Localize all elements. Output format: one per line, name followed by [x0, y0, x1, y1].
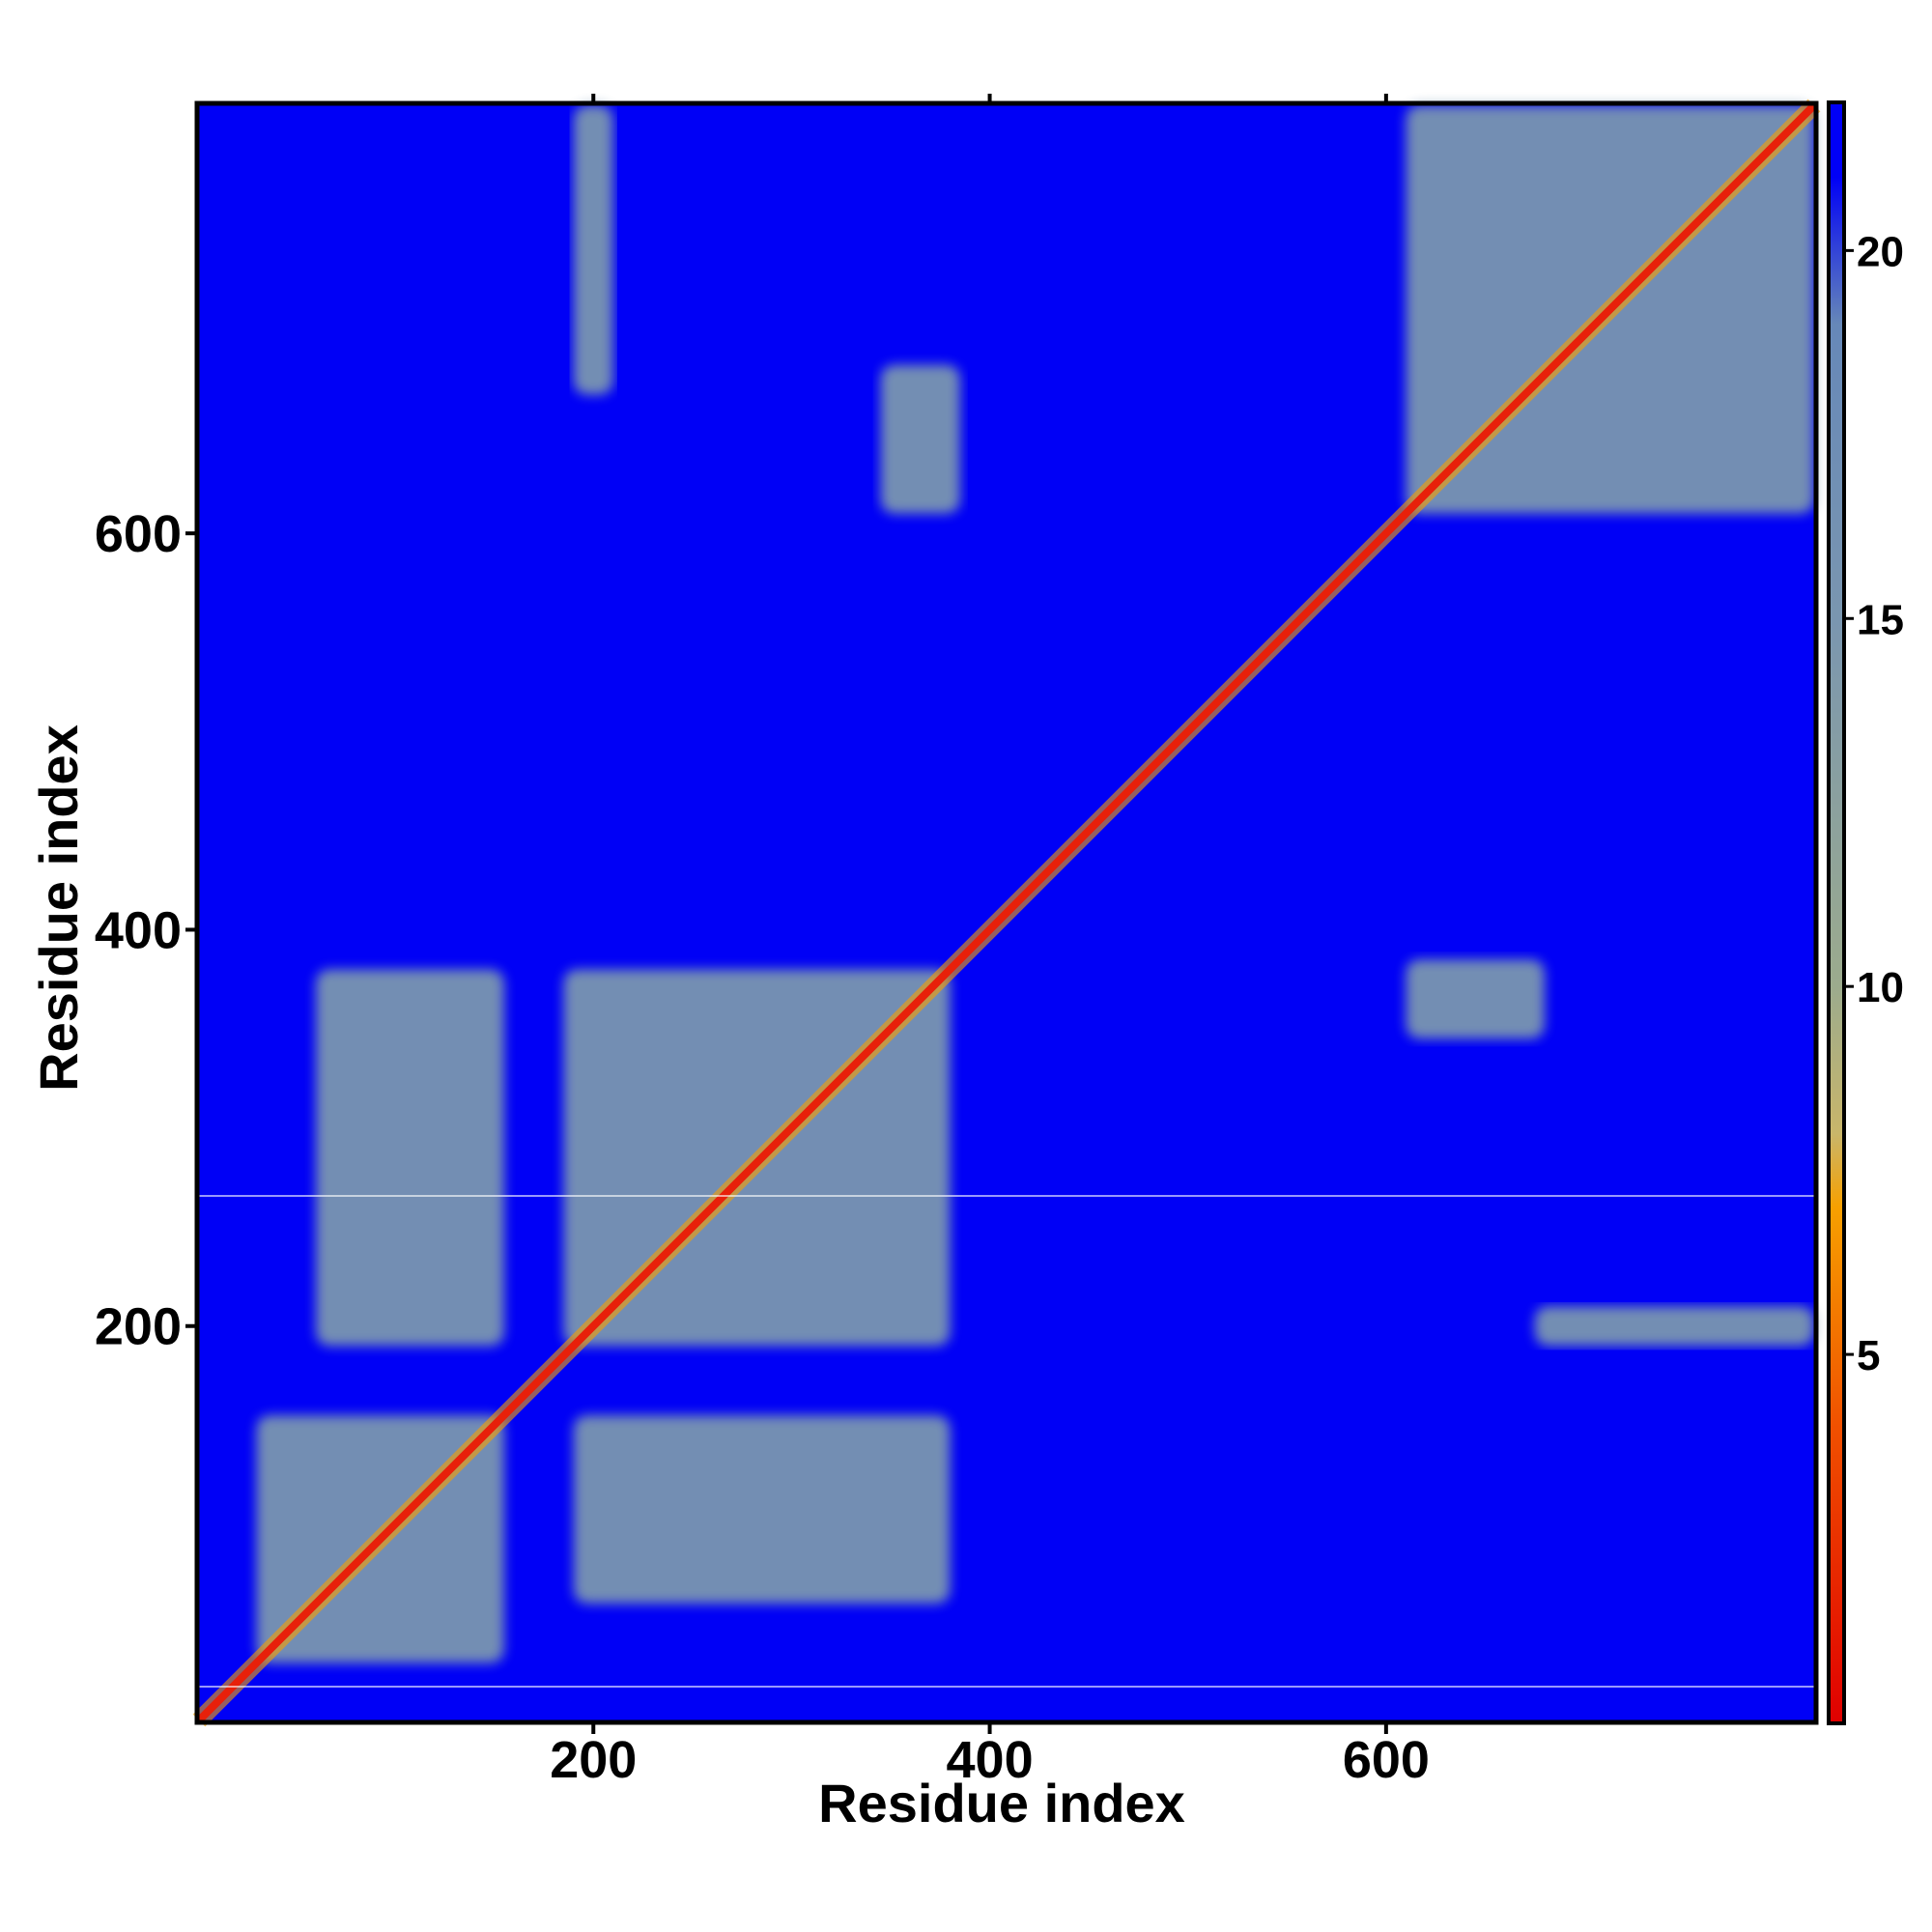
colorbar-ticks: 5 10 15 20 [1844, 228, 1904, 1379]
contact-block-6 [1406, 959, 1545, 1039]
y-axis: 200 400 600 [95, 505, 197, 1356]
colorbar-tick-label-10: 10 [1857, 964, 1904, 1011]
colorbar-frame [1827, 100, 1846, 1725]
x-axis-title: Residue index [818, 1773, 1185, 1833]
contact-block-8 [316, 969, 504, 1347]
plot-frame [194, 100, 1819, 1725]
y-tick-label-200: 200 [95, 1298, 182, 1356]
y-tick-label-600: 600 [95, 505, 182, 563]
colorbar: 5 10 15 20 [1827, 100, 1904, 1725]
contact-block-9 [573, 1415, 951, 1604]
colorbar-tick-label-5: 5 [1857, 1332, 1880, 1379]
heatmap-plot-area [192, 99, 1821, 1727]
y-tick-label-400: 400 [95, 901, 182, 959]
x-tick-label-200: 200 [550, 1731, 637, 1789]
contact-block-7 [1534, 1306, 1814, 1347]
x-tick-label-600: 600 [1343, 1731, 1430, 1789]
diagonal-contact-line [196, 102, 1817, 1723]
contact-block-4 [573, 105, 613, 395]
y-axis-title: Residue index [28, 724, 89, 1092]
colorbar-tick-label-20: 20 [1857, 228, 1904, 275]
colorbar-gradient [1830, 103, 1843, 1722]
x-tick-label-400: 400 [947, 1731, 1034, 1789]
colorbar-tick-label-15: 15 [1857, 596, 1904, 643]
contact-block-5 [880, 364, 960, 514]
x-axis: 200 400 600 [550, 94, 1430, 1789]
